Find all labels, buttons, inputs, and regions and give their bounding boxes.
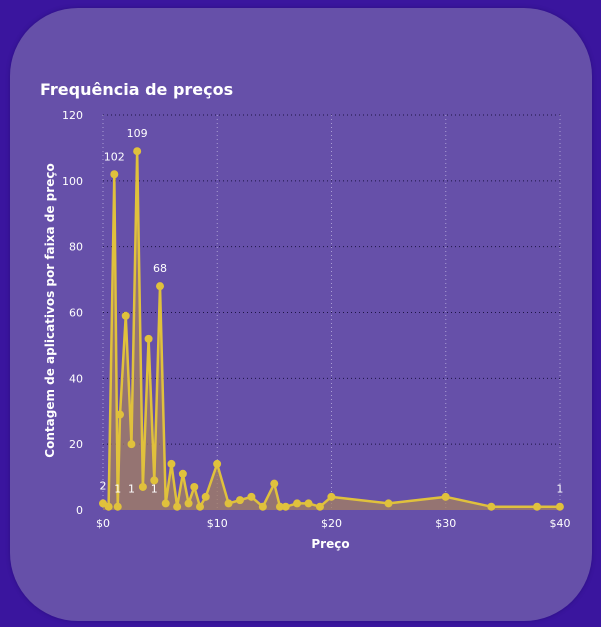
data-label: 1 — [128, 483, 135, 496]
data-point — [213, 459, 222, 468]
data-point — [156, 282, 165, 291]
data-point — [281, 502, 290, 511]
data-point — [184, 499, 193, 508]
data-point — [150, 476, 159, 485]
data-point — [555, 502, 564, 511]
data-point — [161, 499, 170, 508]
data-point — [167, 459, 176, 468]
data-label: 1 — [114, 483, 121, 496]
data-point — [384, 499, 393, 508]
x-tick-label: $0 — [96, 517, 110, 530]
data-point — [121, 311, 130, 320]
data-point — [533, 502, 542, 511]
x-tick-label: $40 — [550, 517, 571, 530]
data-point — [113, 502, 122, 511]
data-points — [99, 147, 564, 511]
data-point — [487, 502, 496, 511]
x-tick-label: $30 — [435, 517, 456, 530]
data-point — [304, 499, 313, 508]
data-point — [224, 499, 233, 508]
y-axis-label: Contagem de aplicativos por faixa de pre… — [43, 163, 57, 457]
data-point — [441, 492, 450, 501]
data-point — [178, 469, 187, 478]
chart-title: Frequência de preços — [40, 80, 234, 99]
data-label: 102 — [104, 150, 125, 163]
tick-labels: 0 20 40 60 80 100 120 $0 $10 $20 $30 $40 — [62, 109, 571, 530]
y-tick-label: 40 — [69, 372, 83, 385]
x-tick-label: $10 — [207, 517, 228, 530]
data-point — [195, 502, 204, 511]
y-tick-label: 0 — [76, 504, 83, 517]
data-label: 1 — [556, 483, 563, 496]
series-path — [102, 149, 560, 508]
data-label: 1 — [151, 483, 158, 496]
y-tick-label: 20 — [69, 438, 83, 451]
data-point — [144, 334, 153, 343]
chart-card — [10, 8, 592, 621]
data-point — [138, 482, 147, 491]
data-point — [110, 170, 119, 179]
data-point — [133, 147, 142, 156]
data-point — [201, 492, 210, 501]
data-point — [293, 499, 302, 508]
data-label: 68 — [153, 262, 167, 275]
data-label: 2 — [100, 479, 107, 492]
grid — [102, 114, 561, 510]
data-point — [173, 502, 182, 511]
x-axis-label: Preço — [311, 537, 349, 551]
y-tick-label: 60 — [69, 307, 83, 320]
series-area — [103, 151, 560, 510]
data-label: 109 — [127, 127, 148, 140]
data-point — [258, 502, 267, 511]
data-point — [190, 482, 199, 491]
data-point — [235, 496, 244, 505]
area-fill — [103, 151, 560, 510]
data-point — [270, 479, 279, 488]
data-point — [275, 502, 284, 511]
data-point — [127, 440, 136, 449]
data-point — [116, 410, 125, 419]
y-tick-label: 120 — [62, 109, 83, 122]
data-point — [327, 492, 336, 501]
y-tick-label: 100 — [62, 175, 83, 188]
data-point — [247, 492, 256, 501]
series-line — [102, 149, 560, 508]
data-point — [104, 502, 113, 511]
y-tick-label: 80 — [69, 241, 83, 254]
x-tick-label: $20 — [321, 517, 342, 530]
data-point — [315, 502, 324, 511]
